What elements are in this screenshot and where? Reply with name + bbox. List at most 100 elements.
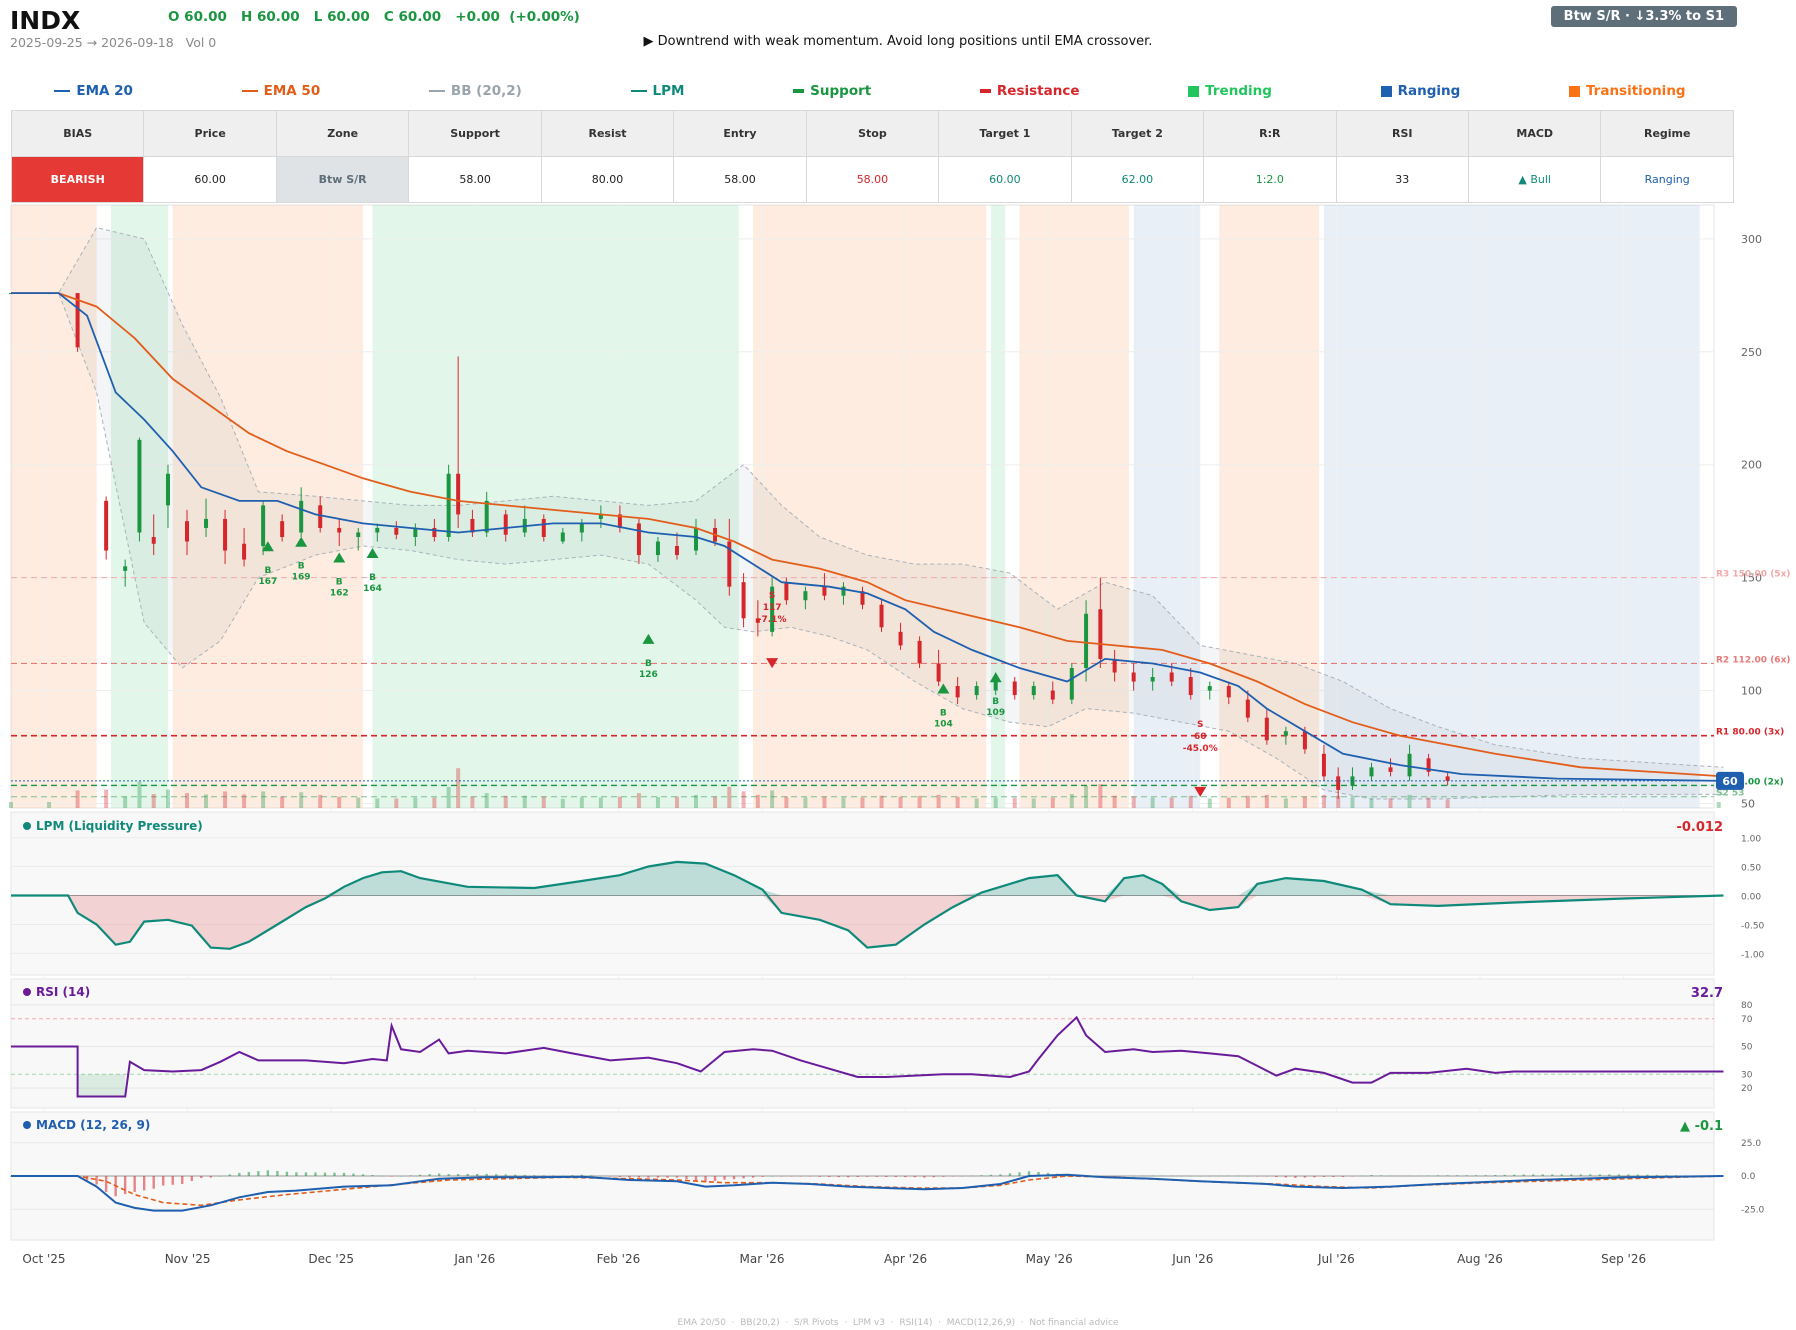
price-y-tick: 150 — [1741, 572, 1762, 585]
lpm-panel-bg — [10, 811, 1715, 976]
legend-item-transitioning[interactable]: Transitioning — [1568, 80, 1686, 102]
candle — [75, 293, 80, 352]
macd-histogram-bar — [961, 1176, 964, 1177]
candle-body — [503, 514, 508, 535]
macd-histogram-bar — [761, 1176, 764, 1177]
candle — [727, 518, 732, 596]
macd-histogram-bar — [1360, 1175, 1364, 1177]
buy-marker-price: 169 — [292, 573, 311, 583]
macd-histogram-bar — [495, 1174, 498, 1176]
candle — [860, 586, 865, 610]
signal-table-value-row: BEARISH 60.00 Btw S/R 58.00 80.00 58.00 58.00 6… — [10, 156, 1734, 203]
volume-bar — [993, 797, 998, 808]
date-range: 2025-09-25 → 2026-09-18 Vol 0 — [10, 35, 217, 50]
candle — [770, 577, 775, 637]
col-header-target-1: Target 1 — [938, 110, 1072, 157]
candle — [1084, 600, 1089, 682]
x-axis-tick: Dec '25 — [308, 1252, 354, 1266]
macd-histogram-bar — [1256, 1176, 1259, 1177]
macd-histogram-bar — [1218, 1175, 1221, 1177]
legend-item-trending[interactable]: Trending — [1188, 80, 1272, 102]
legend-item-ranging[interactable]: Ranging — [1380, 80, 1460, 102]
buy-marker — [642, 633, 655, 644]
candle — [356, 527, 361, 551]
candle — [541, 514, 546, 542]
volume-bar — [674, 796, 679, 808]
signal-table: BIAS Price Zone Support Resist Entry Stop Targe… — [10, 110, 1734, 203]
candle-body — [1069, 667, 1074, 700]
macd-histogram-bar — [285, 1171, 289, 1176]
macd-histogram-bar — [1541, 1174, 1544, 1176]
candle-body — [741, 582, 746, 619]
volume-bar — [1098, 784, 1103, 808]
candle-body — [1084, 613, 1089, 668]
macd-histogram-bar — [571, 1175, 574, 1176]
volume-bar — [503, 795, 508, 808]
volume-bar — [822, 796, 827, 808]
volume-bar — [1321, 794, 1326, 808]
legend-item-lpm[interactable]: LPM — [630, 80, 685, 102]
macd-histogram-bar — [1617, 1174, 1621, 1176]
cell-entry: 58.00 — [673, 156, 807, 203]
macd-histogram-bar — [1370, 1175, 1373, 1176]
x-axis-tick: Aug '26 — [1457, 1252, 1503, 1266]
legend-item-support[interactable]: Support — [793, 80, 871, 102]
volume-bar — [974, 798, 979, 808]
legend-item-ema-50[interactable]: EMA 50 — [241, 80, 320, 102]
volume-bar — [879, 795, 884, 808]
volume-bar — [413, 797, 418, 808]
legend-label: EMA 20 — [76, 83, 133, 99]
rsi-y-tick: 50 — [1741, 1043, 1753, 1053]
volume-bar — [1264, 794, 1269, 808]
volume-bar — [137, 781, 142, 808]
macd-histogram-bar — [1141, 1175, 1145, 1177]
macd-histogram-bar — [799, 1176, 802, 1177]
macd-histogram-bar — [123, 1176, 127, 1195]
macd-histogram-bar — [533, 1175, 536, 1176]
candle-body — [784, 582, 789, 601]
candle — [1245, 690, 1250, 723]
macd-histogram-bar — [1436, 1175, 1440, 1176]
macd-y-tick: -25.0 — [1741, 1205, 1765, 1215]
macd-histogram-bar — [1113, 1176, 1116, 1177]
x-axis-tick: May '26 — [1026, 1252, 1073, 1266]
candle-body — [484, 500, 489, 533]
candle — [1207, 681, 1212, 700]
buy-marker-price: 126 — [639, 670, 658, 680]
candle-body — [1321, 753, 1326, 777]
rsi-title: RSI (14) — [36, 985, 90, 999]
buy-marker-price: 162 — [330, 589, 349, 599]
volume-bar — [841, 797, 846, 808]
legend-item-bb-20-2[interactable]: BB (20,2) — [428, 80, 522, 102]
candle-body — [1050, 690, 1055, 700]
candle — [394, 521, 399, 540]
legend-item-resistance[interactable]: Resistance — [979, 80, 1079, 102]
macd-histogram-bar — [932, 1176, 936, 1178]
candle-body — [655, 541, 660, 556]
macd-histogram-bar — [666, 1176, 669, 1178]
volume-bar — [1112, 795, 1117, 808]
lpm-y-tick: -0.50 — [1741, 921, 1765, 931]
volume-bar — [741, 791, 746, 808]
signal-table-header-row: BIAS Price Zone Support Resist Entry Stop Targe… — [10, 110, 1734, 157]
candle-body — [1445, 776, 1450, 781]
macd-histogram-bar — [1532, 1174, 1535, 1176]
macd-histogram-bar — [219, 1176, 222, 1177]
legend-item-ema-20[interactable]: EMA 20 — [54, 80, 133, 102]
bollinger-band-fill — [11, 227, 1724, 800]
candle-body — [318, 505, 323, 528]
rsi-y-tick: 30 — [1741, 1070, 1753, 1080]
macd-histogram-bar — [1417, 1175, 1421, 1177]
volume-bar — [280, 796, 285, 808]
volume-bar — [261, 791, 266, 808]
candle-body — [261, 505, 266, 547]
volume-bar — [1207, 798, 1212, 808]
volume-bar — [860, 797, 865, 808]
candle — [413, 523, 418, 547]
legend-label: LPM — [652, 83, 685, 99]
volume-bar — [1031, 798, 1036, 808]
ema50-line — [11, 292, 1724, 778]
volume-bar — [1350, 797, 1355, 808]
candle — [1069, 663, 1074, 705]
